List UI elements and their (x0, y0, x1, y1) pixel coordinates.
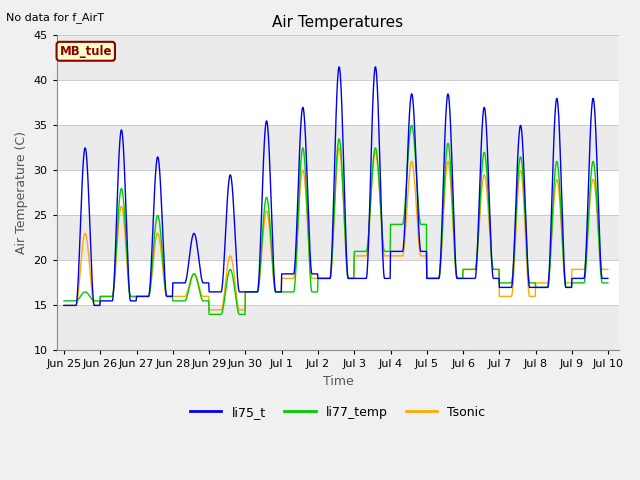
Bar (57, 125, 619, 170)
Title: Air Temperatures: Air Temperatures (273, 15, 403, 30)
Text: MB_tule: MB_tule (60, 45, 112, 58)
Bar (57, 216, 619, 260)
Bar (57, 36, 619, 80)
Y-axis label: Air Temperature (C): Air Temperature (C) (15, 132, 28, 254)
X-axis label: Time: Time (323, 375, 353, 388)
Bar (57, 305, 619, 350)
Legend: li75_t, li77_temp, Tsonic: li75_t, li77_temp, Tsonic (185, 401, 491, 424)
Text: No data for f_AirT: No data for f_AirT (6, 12, 104, 23)
